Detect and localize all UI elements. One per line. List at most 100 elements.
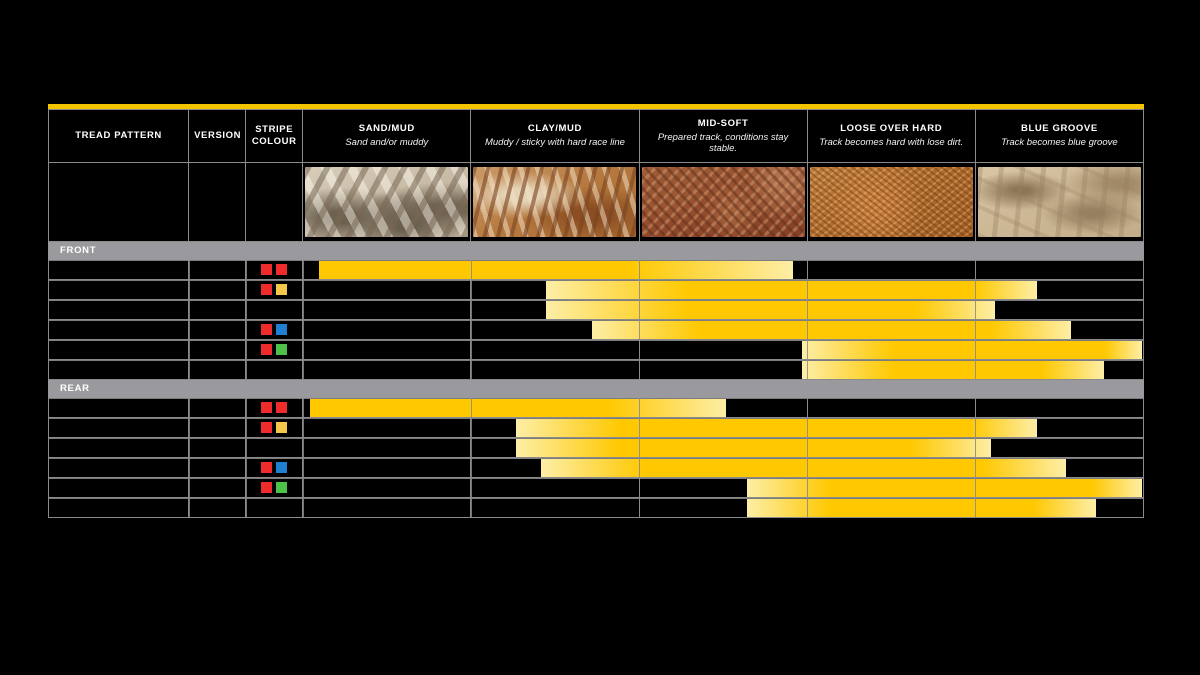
condition-cell-groove[interactable] [974,417,1145,438]
version-cell[interactable] [188,319,247,340]
version-cell[interactable] [188,397,247,418]
condition-cell-midsoft[interactable] [638,339,808,360]
condition-cell-sand[interactable] [302,279,472,300]
condition-cell-loose[interactable] [806,457,976,478]
table-row[interactable] [47,279,1145,300]
condition-cell-sand[interactable] [302,339,472,360]
condition-cell-midsoft[interactable] [638,359,808,380]
version-cell[interactable] [188,477,247,498]
condition-cell-groove[interactable] [974,477,1145,498]
tread-pattern-cell[interactable] [47,259,190,280]
tread-pattern-cell[interactable] [47,279,190,300]
condition-cell-sand[interactable] [302,497,472,518]
stripe-colour-cell[interactable] [245,437,304,458]
condition-cell-loose[interactable] [806,477,976,498]
tread-pattern-cell[interactable] [47,299,190,320]
condition-cell-clay[interactable] [470,319,640,340]
stripe-colour-cell[interactable] [245,417,304,438]
version-cell[interactable] [188,359,247,380]
condition-cell-groove[interactable] [974,497,1145,518]
table-row[interactable] [47,359,1145,380]
condition-cell-loose[interactable] [806,359,976,380]
condition-cell-clay[interactable] [470,437,640,458]
condition-cell-midsoft[interactable] [638,457,808,478]
condition-cell-loose[interactable] [806,259,976,280]
version-cell[interactable] [188,339,247,360]
condition-cell-loose[interactable] [806,417,976,438]
condition-cell-sand[interactable] [302,457,472,478]
table-row[interactable] [47,339,1145,360]
tread-pattern-cell[interactable] [47,477,190,498]
table-row[interactable] [47,417,1145,438]
condition-cell-sand[interactable] [302,359,472,380]
condition-cell-groove[interactable] [974,437,1145,458]
version-cell[interactable] [188,299,247,320]
stripe-colour-cell[interactable] [245,299,304,320]
stripe-colour-cell[interactable] [245,279,304,300]
condition-cell-clay[interactable] [470,477,640,498]
condition-cell-sand[interactable] [302,417,472,438]
condition-cell-clay[interactable] [470,259,640,280]
condition-cell-clay[interactable] [470,417,640,438]
condition-cell-groove[interactable] [974,397,1145,418]
condition-cell-groove[interactable] [974,339,1145,360]
condition-cell-sand[interactable] [302,299,472,320]
tread-pattern-cell[interactable] [47,497,190,518]
condition-cell-loose[interactable] [806,497,976,518]
condition-cell-midsoft[interactable] [638,437,808,458]
condition-cell-sand[interactable] [302,437,472,458]
stripe-colour-cell[interactable] [245,497,304,518]
stripe-colour-cell[interactable] [245,457,304,478]
table-row[interactable] [47,477,1145,498]
condition-cell-midsoft[interactable] [638,319,808,340]
table-row[interactable] [47,497,1145,518]
condition-cell-midsoft[interactable] [638,279,808,300]
tread-pattern-cell[interactable] [47,397,190,418]
tread-pattern-cell[interactable] [47,457,190,478]
condition-cell-sand[interactable] [302,477,472,498]
table-row[interactable] [47,319,1145,340]
condition-cell-loose[interactable] [806,279,976,300]
condition-cell-clay[interactable] [470,497,640,518]
stripe-colour-cell[interactable] [245,397,304,418]
condition-cell-midsoft[interactable] [638,497,808,518]
table-row[interactable] [47,397,1145,418]
condition-cell-midsoft[interactable] [638,417,808,438]
stripe-colour-cell[interactable] [245,259,304,280]
version-cell[interactable] [188,497,247,518]
table-row[interactable] [47,457,1145,478]
condition-cell-loose[interactable] [806,339,976,360]
condition-cell-loose[interactable] [806,397,976,418]
version-cell[interactable] [188,437,247,458]
condition-cell-loose[interactable] [806,299,976,320]
condition-cell-clay[interactable] [470,457,640,478]
condition-cell-midsoft[interactable] [638,477,808,498]
stripe-colour-cell[interactable] [245,339,304,360]
table-row[interactable] [47,299,1145,320]
condition-cell-groove[interactable] [974,279,1145,300]
condition-cell-groove[interactable] [974,457,1145,478]
stripe-colour-cell[interactable] [245,359,304,380]
tread-pattern-cell[interactable] [47,437,190,458]
version-cell[interactable] [188,259,247,280]
condition-cell-loose[interactable] [806,319,976,340]
condition-cell-midsoft[interactable] [638,259,808,280]
stripe-colour-cell[interactable] [245,319,304,340]
condition-cell-clay[interactable] [470,359,640,380]
tread-pattern-cell[interactable] [47,319,190,340]
stripe-colour-cell[interactable] [245,477,304,498]
condition-cell-sand[interactable] [302,397,472,418]
condition-cell-clay[interactable] [470,279,640,300]
tread-pattern-cell[interactable] [47,417,190,438]
condition-cell-clay[interactable] [470,339,640,360]
table-row[interactable] [47,259,1145,280]
condition-cell-sand[interactable] [302,319,472,340]
condition-cell-groove[interactable] [974,319,1145,340]
condition-cell-midsoft[interactable] [638,397,808,418]
condition-cell-midsoft[interactable] [638,299,808,320]
condition-cell-groove[interactable] [974,259,1145,280]
tread-pattern-cell[interactable] [47,359,190,380]
version-cell[interactable] [188,279,247,300]
condition-cell-groove[interactable] [974,299,1145,320]
condition-cell-sand[interactable] [302,259,472,280]
